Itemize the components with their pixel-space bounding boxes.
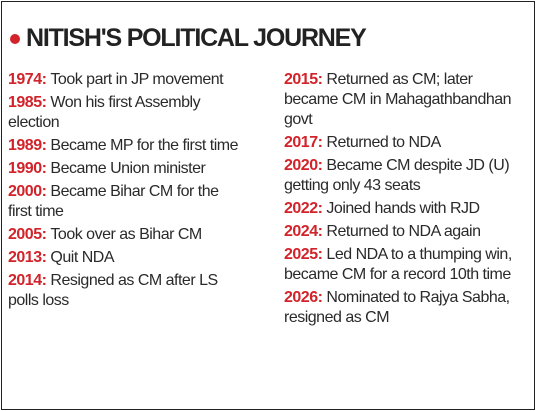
entry-text: Won his first Assembly election [8,94,201,131]
entry-year: 2020: [284,157,323,174]
entry: 1989: Became MP for the first time [8,136,244,156]
entry-year: 1985: [8,94,47,111]
entry-text: Returned as CM; later became CM in Mahag… [284,71,512,128]
column: 1974: Took part in JP movement 1985: Won hi… [8,70,244,314]
entry-text: Resigned as CM after LS polls loss [8,272,218,309]
entry: 2022: Joined hands with RJD [284,199,529,219]
entry: 1990: Became Union minister [8,159,244,179]
entry: 2017: Returned to NDA [284,133,529,153]
entry-year: 1989: [8,137,47,154]
entry-text: Became Union minister [50,160,206,177]
entry-text: Became CM despite JD (U) getting only 43… [284,157,510,194]
entry-text: Became Bihar CM for the first time [8,183,219,220]
entry-text: Returned to NDA [326,134,441,151]
entry-text: Became MP for the first time [50,137,238,154]
entry-year: 2024: [284,223,323,240]
entry-year: 2005: [8,226,47,243]
entry: 2005: Took over as Bihar CM [8,225,244,245]
entry: 2000: Became Bihar CM for the first time [8,182,244,222]
entry: 2015: Returned as CM; later became CM in … [284,70,529,130]
entry: 2026: Nominated to Rajya Sabha, resigned … [284,288,529,328]
entry: 2020: Became CM despite JD (U) getting on… [284,156,529,196]
entry-text: Quit NDA [50,249,114,266]
entry-year: 1974: [8,71,47,88]
column: 2015: Returned as CM; later became CM in … [284,70,529,331]
entry-year: 2025: [284,246,323,263]
entry-year: 2026: [284,289,323,306]
entry: 2025: Led NDA to a thumping win, became C… [284,245,529,285]
entry-text: Joined hands with RJD [326,200,480,217]
entry-year: 2000: [8,183,47,200]
entry: 1985: Won his first Assembly election [8,93,244,133]
entry-text: Took part in JP movement [50,71,224,88]
entry-year: 2013: [8,249,47,266]
bullet [10,33,20,44]
entry-year: 2014: [8,272,47,289]
entry-text: Returned to NDA again [326,223,481,240]
title: NITISH'S POLITICAL JOURNEY [26,24,367,52]
entry-text: Took over as Bihar CM [50,226,202,243]
entry: 1974: Took part in JP movement [8,70,244,90]
entry-text: Led NDA to a thumping win, became CM for… [284,246,512,283]
entry-year: 1990: [8,160,47,177]
header: NITISH'S POLITICAL JOURNEY [10,24,367,53]
entry-year: 2017: [284,134,323,151]
entry-year: 2015: [284,71,323,88]
entry: 2024: Returned to NDA again [284,222,529,242]
entry: 2013: Quit NDA [8,248,244,268]
entry-text: Nominated to Rajya Sabha, resigned as CM [284,289,510,326]
entry: 2014: Resigned as CM after LS polls loss [8,271,244,311]
entry-year: 2022: [284,200,323,217]
